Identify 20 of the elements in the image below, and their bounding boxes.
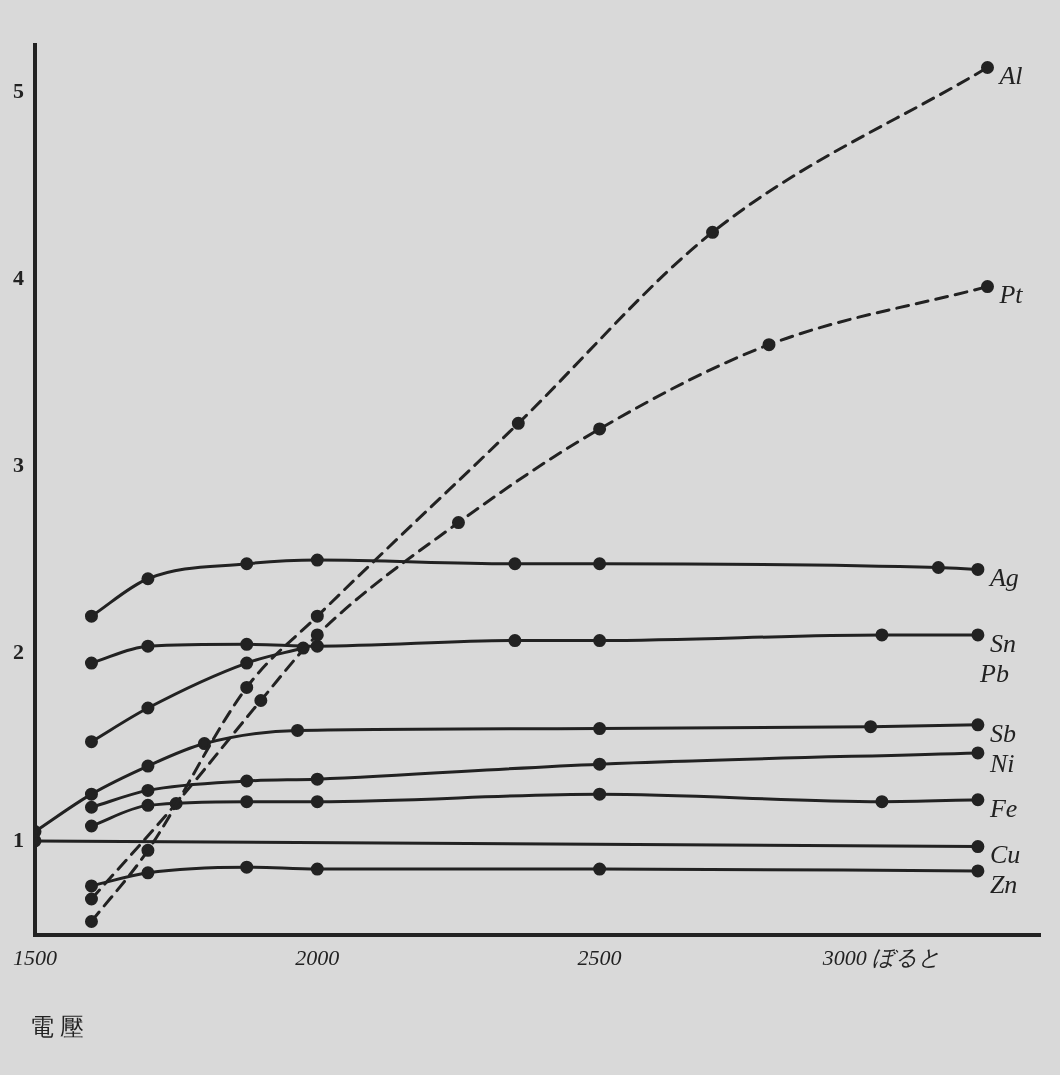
series-label: Zn (989, 870, 1018, 900)
series-label: Ni (988, 748, 1015, 778)
y-tick-label: 2 (13, 639, 24, 665)
series-label: Ag (987, 563, 1019, 593)
x-tick-label: 2000 (295, 944, 340, 970)
y-tick-label: 4 (13, 264, 24, 290)
series-label: Al (997, 61, 1023, 91)
series-label: Cu (989, 840, 1021, 870)
series-label: Pt (998, 280, 1024, 310)
x-tick-label: 1500 (13, 944, 57, 970)
y-tick-label: 3 (13, 452, 24, 478)
series-label: Sb (989, 718, 1016, 748)
series-label: Sn (989, 628, 1016, 658)
x-tick-label: 3000 ぼると (821, 944, 942, 970)
series-label: Fe (988, 793, 1018, 823)
y-tick-label: 5 (13, 77, 24, 103)
x-tick-label: 2500 (577, 944, 622, 970)
y-tick-label: 1 (13, 826, 24, 852)
text: Pb (979, 658, 1009, 688)
text: 電 壓 (30, 1014, 84, 1040)
